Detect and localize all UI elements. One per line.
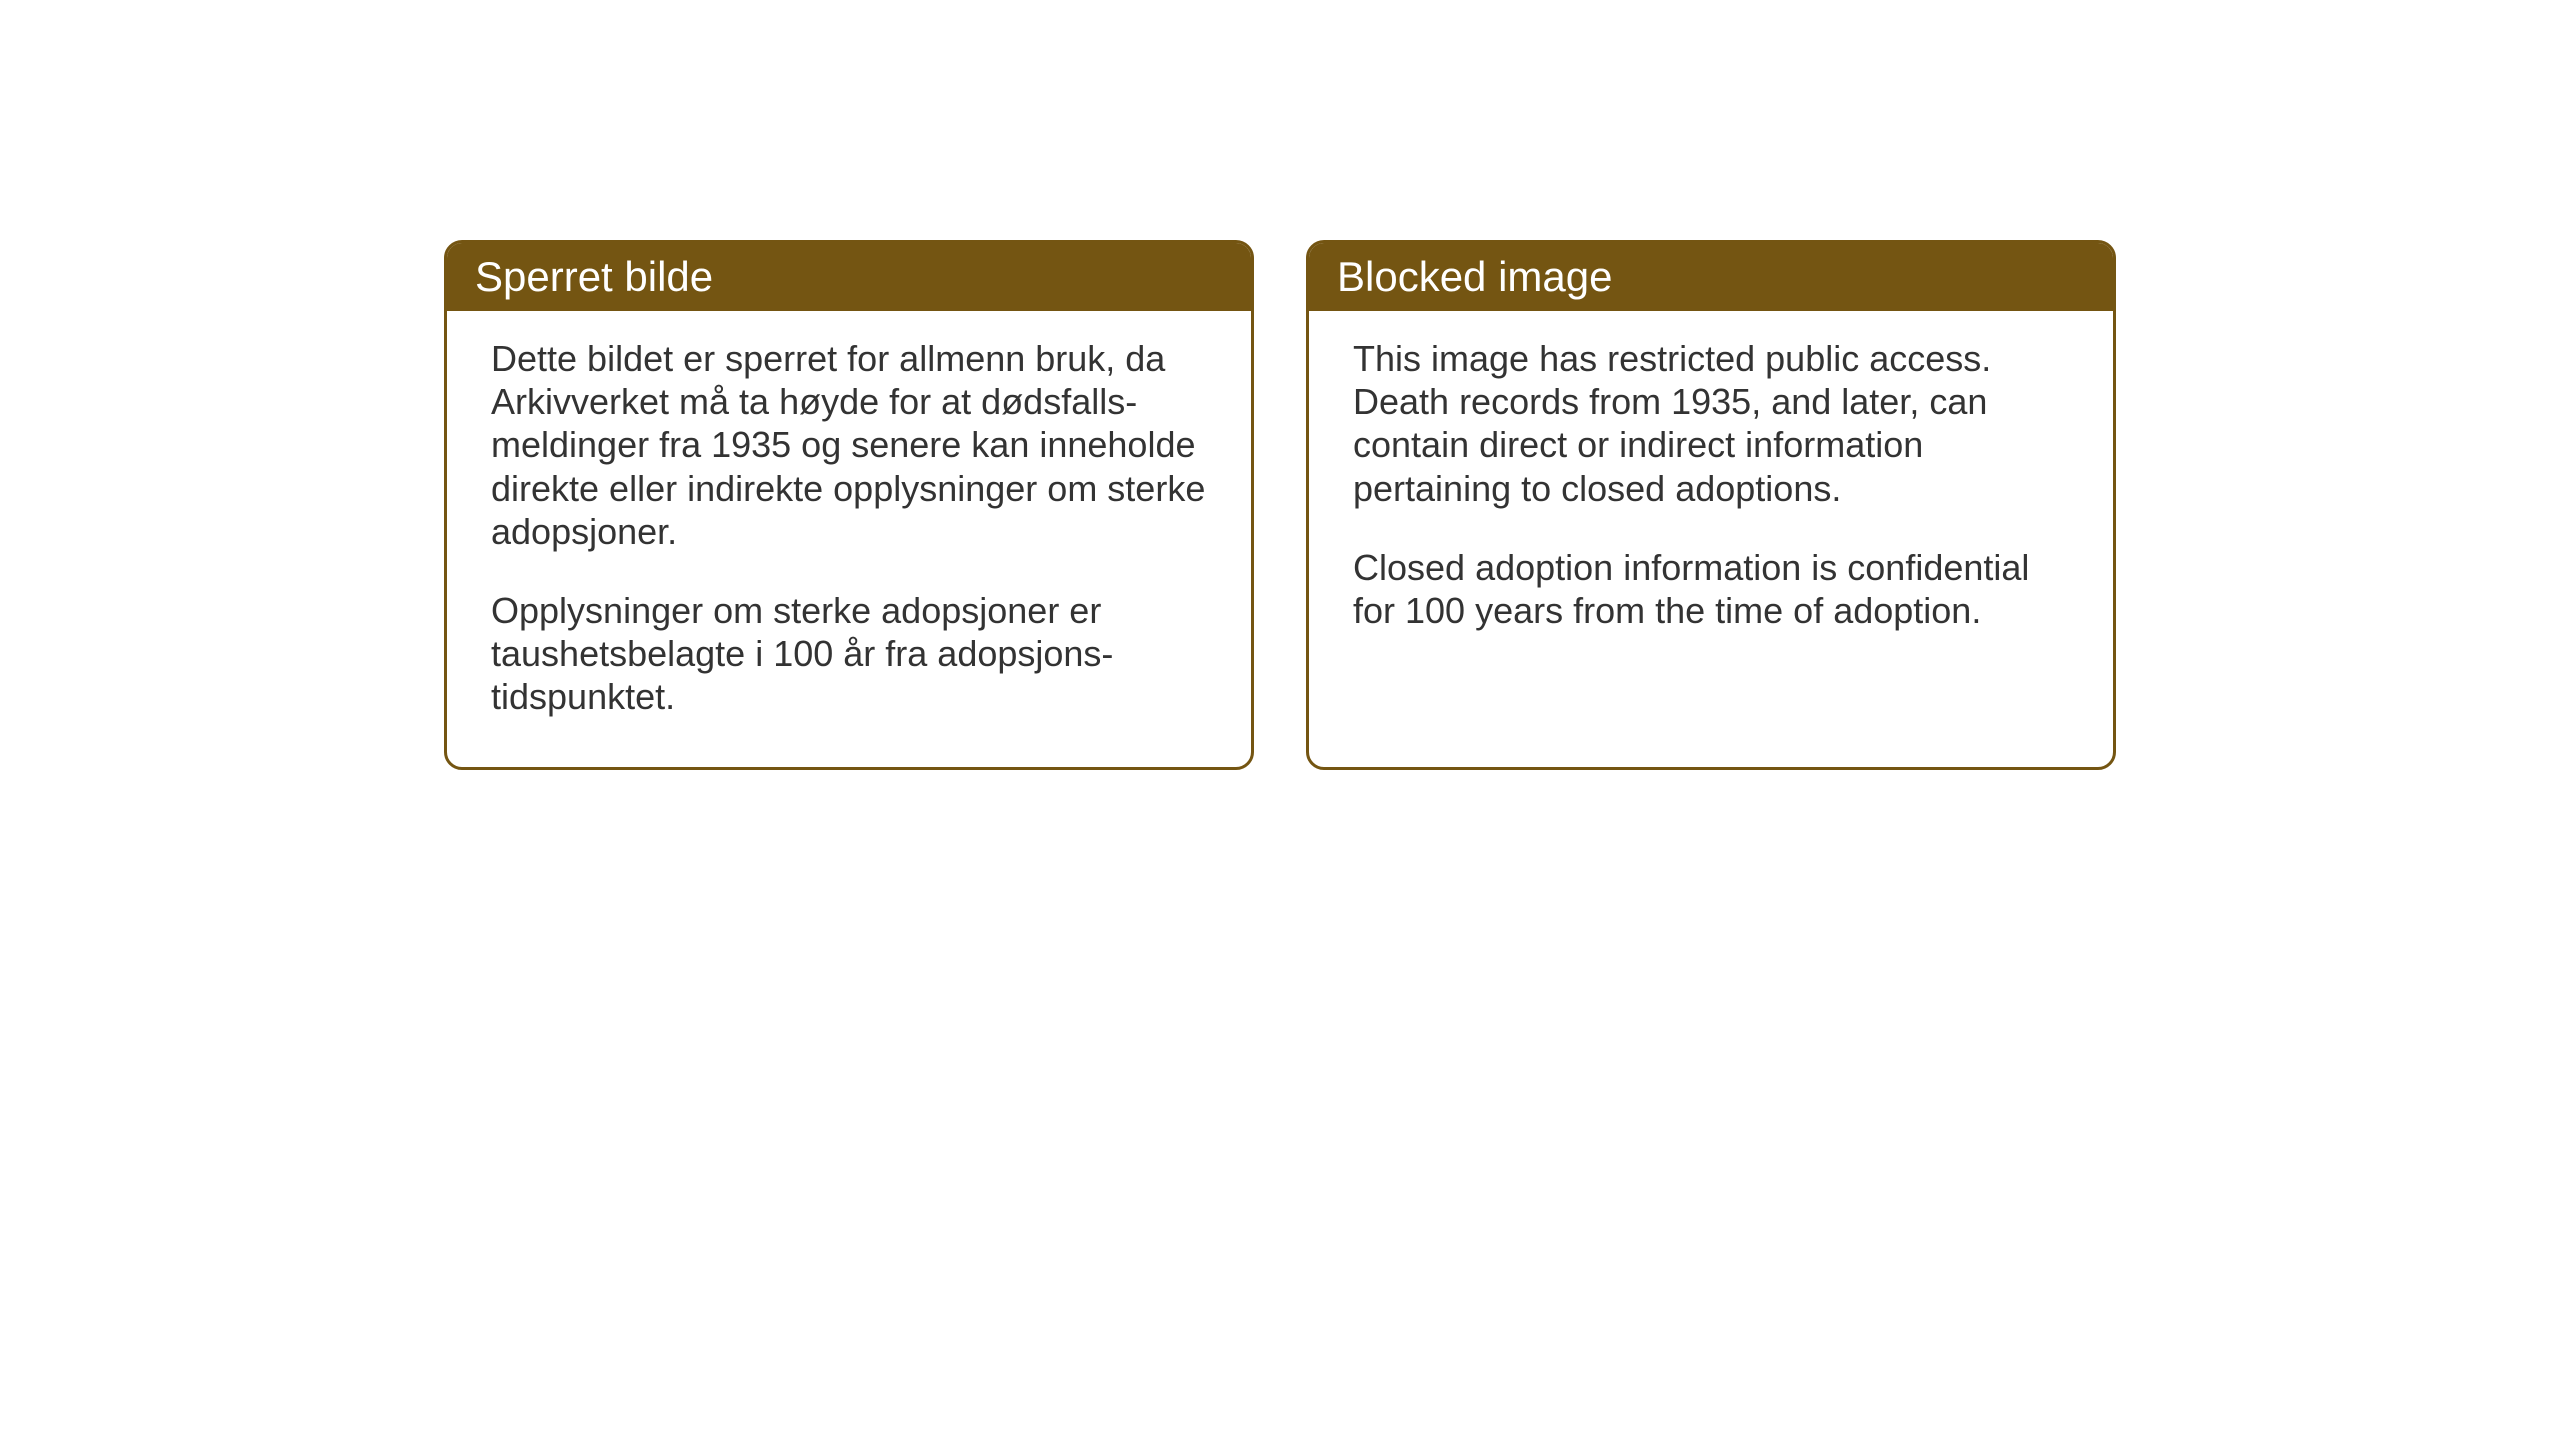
- norwegian-paragraph-2: Opplysninger om sterke adopsjoner er tau…: [491, 589, 1207, 719]
- norwegian-card-header: Sperret bilde: [447, 243, 1251, 311]
- english-card-body: This image has restricted public access.…: [1309, 311, 2113, 680]
- english-card-title: Blocked image: [1337, 253, 1612, 300]
- norwegian-paragraph-1: Dette bildet er sperret for allmenn bruk…: [491, 337, 1207, 553]
- english-paragraph-2: Closed adoption information is confident…: [1353, 546, 2069, 632]
- norwegian-card-body: Dette bildet er sperret for allmenn bruk…: [447, 311, 1251, 767]
- english-paragraph-1: This image has restricted public access.…: [1353, 337, 2069, 510]
- english-card-header: Blocked image: [1309, 243, 2113, 311]
- norwegian-card: Sperret bilde Dette bildet er sperret fo…: [444, 240, 1254, 770]
- norwegian-card-title: Sperret bilde: [475, 253, 713, 300]
- cards-container: Sperret bilde Dette bildet er sperret fo…: [444, 240, 2116, 770]
- english-card: Blocked image This image has restricted …: [1306, 240, 2116, 770]
